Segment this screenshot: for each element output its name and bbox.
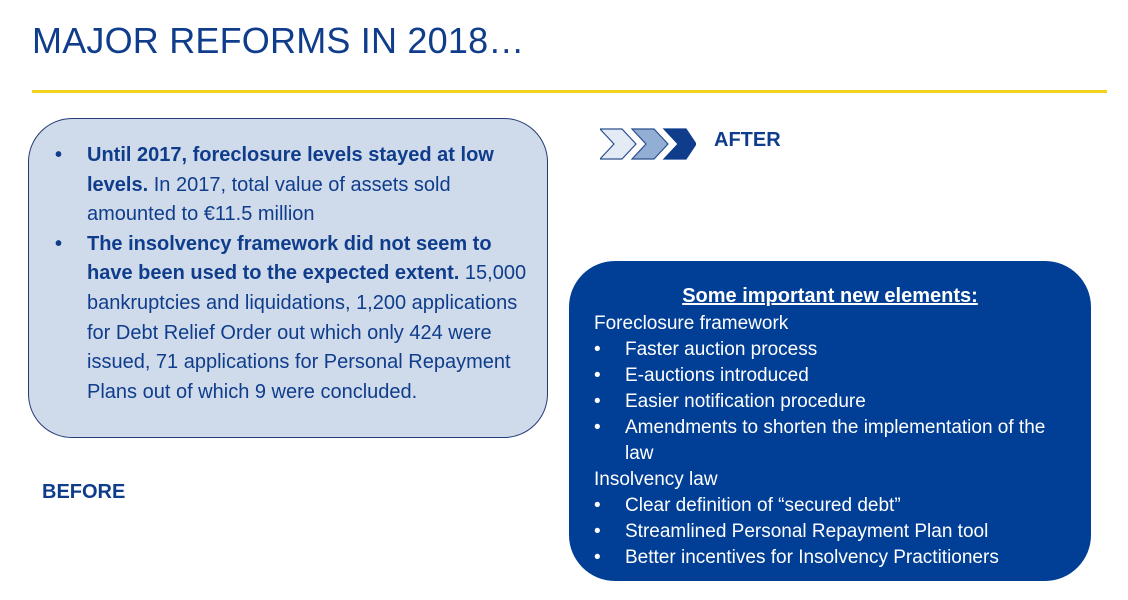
bullet-dot-icon: • xyxy=(594,365,601,386)
bullet-dot-icon: • xyxy=(594,495,601,516)
list-item: • Streamlined Personal Repayment Plan too… xyxy=(594,519,1074,545)
list-item-text: Amendments to shorten the implementation… xyxy=(625,417,1046,464)
before-bullet-2: • The insolvency framework did not seem … xyxy=(29,230,547,408)
bullet-dot-icon: • xyxy=(55,144,63,166)
list-item-text: Better incentives for Insolvency Practit… xyxy=(625,547,999,568)
before-label: BEFORE xyxy=(42,481,126,503)
after-list: Foreclosure framework • Faster auction pr… xyxy=(594,311,1074,571)
foreclosure-section-title: Foreclosure framework xyxy=(594,313,789,334)
before-bullet-list: • Until 2017, foreclosure levels stayed … xyxy=(29,141,547,407)
title-divider xyxy=(32,90,1107,93)
before-box: • Until 2017, foreclosure levels stayed … xyxy=(28,118,548,438)
list-item-text: E-auctions introduced xyxy=(625,365,809,386)
list-item: • E-auctions introduced xyxy=(594,363,1074,389)
list-item-text: Clear definition of “secured debt” xyxy=(625,495,901,516)
after-box: Some important new elements: Foreclosure… xyxy=(569,261,1091,581)
list-item: • Easier notification procedure xyxy=(594,389,1074,415)
list-item-text: Faster auction process xyxy=(625,339,818,360)
before-bullet-2-text: 15,000 bankruptcies and liquidations, 1,… xyxy=(87,262,527,403)
list-item: • Faster auction process xyxy=(594,337,1074,363)
bullet-dot-icon: • xyxy=(594,339,601,360)
triple-chevron-right-icon xyxy=(600,128,696,160)
bullet-dot-icon: • xyxy=(594,547,601,568)
bullet-dot-icon: • xyxy=(55,232,63,255)
page-title: MAJOR REFORMS IN 2018… xyxy=(32,20,525,61)
before-bullet-1-text: In 2017, total value of assets sold amou… xyxy=(87,173,451,226)
before-bullet-1-bold: Until 2017, foreclosure levels stayed at… xyxy=(87,144,494,196)
list-item: • Clear definition of “secured debt” xyxy=(594,493,1074,519)
before-bullet-2-bold: The insolvency framework did not seem to… xyxy=(87,232,492,285)
list-item: • Better incentives for Insolvency Practi… xyxy=(594,545,1074,571)
list-item-text: Easier notification procedure xyxy=(625,391,866,412)
after-heading: Some important new elements: xyxy=(682,285,978,307)
bullet-dot-icon: • xyxy=(594,391,601,412)
insolvency-section-title: Insolvency law xyxy=(594,469,718,490)
before-bullet-1: • Until 2017, foreclosure levels stayed … xyxy=(29,141,547,230)
bullet-dot-icon: • xyxy=(594,521,601,542)
list-item-text: Streamlined Personal Repayment Plan tool xyxy=(625,521,989,542)
after-label: AFTER xyxy=(714,129,781,151)
list-item: • Amendments to shorten the implementatio… xyxy=(594,415,1074,467)
bullet-dot-icon: • xyxy=(594,417,601,438)
